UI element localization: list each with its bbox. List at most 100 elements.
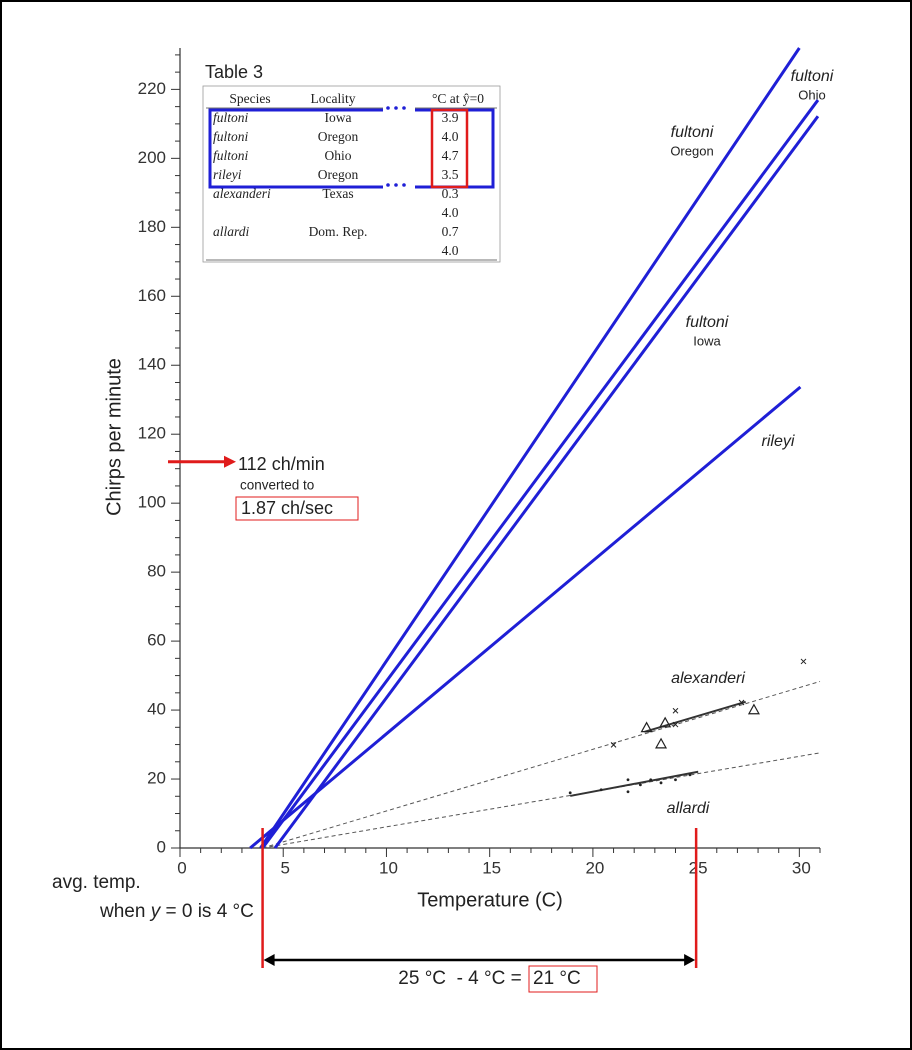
table-cell: 0.7	[442, 224, 459, 239]
point	[638, 783, 642, 787]
series-line	[249, 385, 802, 850]
avg-label: avg. temp.	[52, 872, 141, 893]
value-box	[430, 108, 469, 189]
x-tick-label: 15	[482, 858, 501, 877]
x-tick-label: 30	[792, 858, 811, 877]
series-line	[261, 99, 820, 849]
x-tick-label: 10	[379, 858, 398, 877]
y-tick-label: 160	[138, 286, 166, 305]
table-cell: Iowa	[325, 110, 352, 125]
fit-line	[570, 770, 699, 797]
point	[800, 658, 807, 665]
value-box	[528, 965, 598, 993]
table-cell: rileyi	[213, 167, 242, 182]
y-tick-label: 40	[147, 700, 166, 719]
y-tick-label: 0	[157, 837, 166, 856]
table-cell: Dom. Rep.	[309, 224, 368, 239]
point	[672, 707, 679, 714]
ellipsis	[386, 106, 406, 187]
point	[688, 773, 692, 777]
arrow-head	[224, 455, 236, 468]
table-cell: 4.0	[442, 205, 459, 220]
series-label: allardi	[667, 800, 710, 817]
series-label: alexanderi	[671, 670, 745, 687]
y-tick-label: 140	[138, 355, 166, 374]
series-sublabel: Ohio	[798, 87, 825, 102]
table-header: °C at ŷ=0	[432, 91, 484, 106]
series-label: rileyi	[762, 433, 795, 450]
table-cell: 4.0	[442, 129, 459, 144]
series-label: fultoni	[791, 68, 834, 85]
note-part: y	[149, 901, 162, 922]
y-tick-label: 60	[147, 631, 166, 650]
point	[599, 788, 603, 792]
point	[672, 721, 679, 728]
arrow-head	[684, 954, 696, 966]
point	[568, 791, 572, 795]
point	[674, 778, 677, 782]
x-axis-label: Temperature (C)	[417, 889, 563, 911]
y-tick-label: 220	[138, 79, 166, 98]
point	[626, 778, 630, 782]
x-tick-label: 20	[585, 858, 604, 877]
table-frame	[202, 85, 501, 263]
point	[626, 790, 630, 794]
table: Species Locality °C at ŷ=0 fultoni Iowa 3.9 fu…	[206, 91, 497, 261]
series-sublabel: Oregon	[670, 143, 713, 158]
table-cell: Texas	[322, 186, 353, 201]
table-cell: alexanderi	[213, 186, 271, 201]
x-tick-label: 5	[280, 858, 289, 877]
table-cell: 3.9	[442, 110, 459, 125]
table-cell: 4.7	[442, 148, 459, 163]
difference-text: 25 °C - 4 °C =	[398, 968, 527, 989]
table-header: Species	[229, 91, 270, 106]
series-line	[259, 47, 801, 849]
y-tick-label: 20	[147, 769, 166, 788]
series-label: fultoni	[671, 124, 714, 141]
point	[655, 737, 668, 749]
point	[738, 699, 745, 706]
note-part: when	[99, 901, 151, 922]
x-tick-label: 25	[689, 858, 708, 877]
y-tick-label: 200	[138, 148, 166, 167]
series-label: fultoni	[686, 314, 729, 331]
box-gap	[383, 105, 415, 115]
table-cell: 3.5	[442, 167, 459, 182]
y-tick-label: 80	[147, 562, 166, 581]
y-axis-label: Chirps per minute	[103, 358, 125, 516]
point	[640, 721, 653, 733]
point	[659, 781, 663, 785]
table-cell: fultoni	[213, 110, 249, 125]
box-gap	[383, 182, 415, 192]
table-cell: Ohio	[325, 148, 352, 163]
highlight-box	[208, 108, 495, 189]
y-tick-label: 180	[138, 217, 166, 236]
difference-result: 21 °C	[533, 968, 581, 989]
table-cell: Oregon	[318, 167, 359, 182]
table-cell: 0.3	[442, 186, 459, 201]
table-cell: fultoni	[213, 129, 249, 144]
trend-line	[262, 752, 821, 849]
avg-note: when y = 0 is 4 °C	[99, 901, 254, 922]
trend-line	[262, 680, 821, 849]
table-cell: allardi	[213, 224, 250, 239]
converted-text: converted to	[240, 478, 314, 493]
series-line	[273, 115, 820, 849]
y-tick-label: 100	[138, 493, 166, 512]
table-cell: 4.0	[442, 243, 459, 258]
point	[747, 703, 760, 715]
value-box	[235, 496, 359, 521]
table-cell: Oregon	[318, 129, 359, 144]
series-sublabel: Iowa	[693, 333, 721, 348]
table-cell: fultoni	[213, 148, 249, 163]
table-title: Table 3	[205, 62, 263, 82]
point	[649, 778, 653, 782]
arrow-head	[263, 954, 275, 966]
x-tick-label: 0	[177, 858, 186, 877]
converted-value: 1.87 ch/sec	[241, 498, 333, 518]
point	[659, 716, 672, 728]
point	[610, 742, 617, 748]
table-header: Locality	[311, 91, 356, 106]
arrow-text: 112 ch/min	[238, 454, 325, 474]
